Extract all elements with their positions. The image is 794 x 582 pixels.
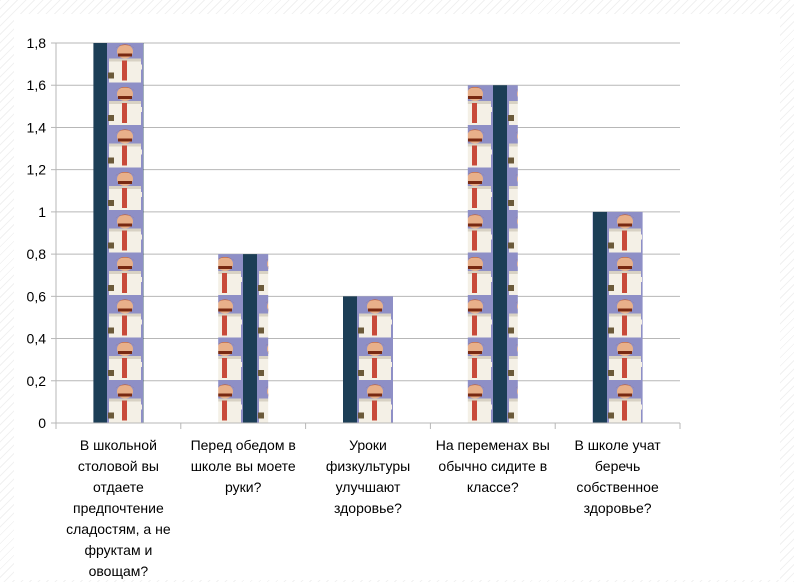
y-tick-label: 0,8 bbox=[27, 246, 47, 262]
y-tick-label: 1 bbox=[38, 204, 46, 220]
y-tick-label: 0,2 bbox=[27, 373, 47, 389]
y-tick-label: 0 bbox=[38, 415, 46, 431]
x-category-label: В школе учат беречь собственное здоровье… bbox=[574, 437, 661, 516]
y-tick-label: 1,2 bbox=[27, 162, 47, 178]
y-tick-label: 1,6 bbox=[27, 77, 47, 93]
bar-2 bbox=[218, 254, 269, 423]
y-tick-label: 0,6 bbox=[27, 288, 47, 304]
y-tick-label: 1,4 bbox=[27, 119, 47, 135]
x-category-label: Уроки физкультуры улучшают здоровье? bbox=[325, 437, 411, 516]
x-category-label: На переменах вы обычно сидите в классе? bbox=[435, 437, 550, 495]
y-tick-label: 0,4 bbox=[27, 331, 47, 347]
x-category-label: Перед обедом в школе вы моете руки? bbox=[190, 437, 296, 495]
x-category-label: В школьной столовой вы отдаете предпочте… bbox=[66, 437, 171, 579]
bar-1 bbox=[93, 43, 144, 423]
y-tick-label: 1,8 bbox=[27, 35, 47, 51]
bar-3 bbox=[343, 296, 393, 423]
bar-5 bbox=[592, 211, 643, 423]
bar-4 bbox=[467, 85, 518, 423]
